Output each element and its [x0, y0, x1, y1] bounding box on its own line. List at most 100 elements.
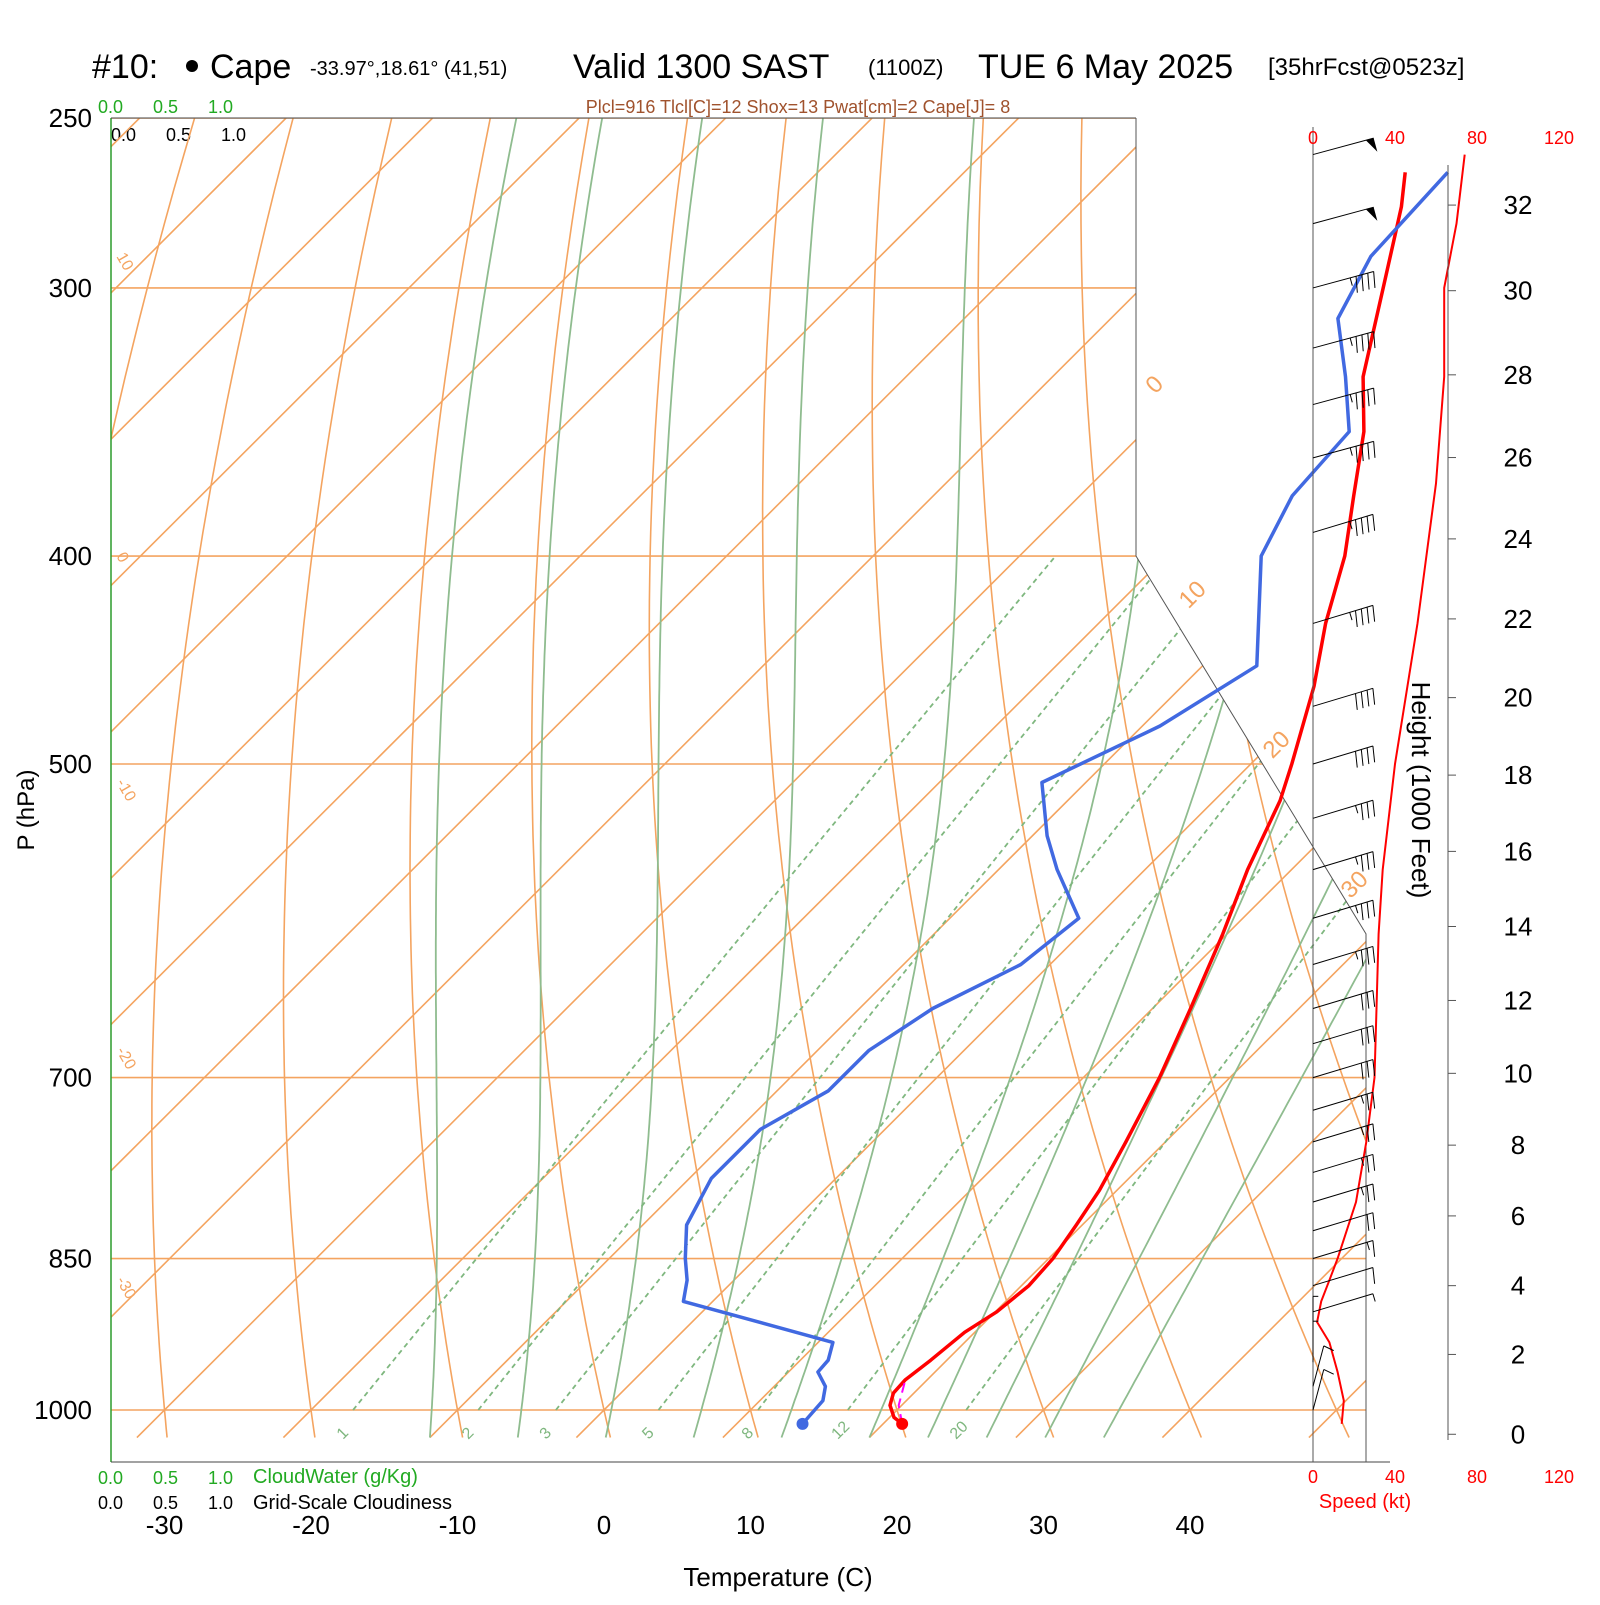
mixing-ratio-label-2: 2 — [459, 1424, 477, 1442]
wind-barb — [1312, 899, 1376, 921]
height-tick-18: 18 — [1504, 760, 1533, 790]
wind-barb — [1312, 1183, 1376, 1203]
x-tick-20: 20 — [883, 1510, 912, 1540]
p-tick-850: 850 — [49, 1244, 92, 1274]
wind-barb — [1312, 1059, 1376, 1080]
height-tick-32: 32 — [1504, 190, 1533, 220]
speed-tick-top-120: 120 — [1544, 128, 1574, 148]
mixing-ratio-line-2 — [477, 555, 1170, 1411]
mixing-ratio-label-3: 3 — [537, 1424, 555, 1442]
dry-adiabat-20 — [761, 118, 907, 1438]
dry-adiabat-50 — [1080, 118, 1350, 1438]
wind-barb — [1312, 1293, 1376, 1313]
dewpoint-surface-point — [796, 1417, 809, 1430]
moist-adiabat-36 — [1103, 118, 1366, 1438]
x-axis-label: Temperature (C) — [683, 1562, 872, 1592]
p-tick-1000: 1000 — [34, 1395, 92, 1425]
moist-adiabat-24 — [927, 118, 1323, 1438]
isotherm--60 — [111, 118, 1020, 1439]
wind-barb — [1312, 1320, 1319, 1363]
dry-adiabat--10 — [409, 118, 492, 1438]
mixing-ratio-line-3 — [555, 555, 1241, 1411]
forecast-info: [35hrFcst@0523z] — [1268, 54, 1464, 81]
isotherm-label-0: 0 — [113, 550, 132, 566]
p-tick-300: 300 — [49, 273, 92, 303]
isotherm-right-label-20: 20 — [1258, 726, 1296, 764]
wind-barb — [1312, 1123, 1376, 1143]
dry-adiabat-90 — [1476, 118, 1600, 1438]
dry-adiabat-70 — [1278, 118, 1366, 1438]
valid-zulu: (1100Z) — [868, 55, 943, 80]
isotherm-40 — [1161, 118, 1366, 1439]
parcel-line — [897, 1379, 907, 1425]
cw-scale-bottom-0: 0.0 — [98, 1468, 123, 1488]
x-tick-10: 10 — [736, 1510, 765, 1540]
p-tick-400: 400 — [49, 541, 92, 571]
height-tick-4: 4 — [1511, 1271, 1525, 1301]
dry-adiabat-40 — [977, 118, 1203, 1438]
mixing-ratio-line-8 — [757, 555, 1366, 1411]
moist-adiabat--10 — [429, 118, 518, 1438]
dry-adiabats — [111, 118, 1600, 1438]
mixing-ratio-line-1 — [352, 555, 1057, 1411]
wind-barb — [1312, 1345, 1334, 1387]
isotherm-10 — [722, 118, 1366, 1439]
mixing-ratio-label-1: 1 — [334, 1424, 352, 1442]
moist-adiabat-28 — [985, 118, 1366, 1438]
isotherm--80 — [111, 118, 727, 1439]
sounding-profiles — [681, 171, 1449, 1430]
isotherm--20 — [282, 118, 1366, 1439]
wind-barb — [1312, 604, 1376, 628]
isotherm-right-label-0: 0 — [1140, 370, 1169, 399]
mixing-ratio-label-5: 5 — [639, 1424, 657, 1442]
speed-tick-bottom-80: 80 — [1467, 1467, 1487, 1487]
valid-time: Valid 1300 SAST — [573, 48, 829, 86]
speed-tick-top-0: 0 — [1308, 128, 1318, 148]
y-axis-label: P (hPa) — [13, 770, 40, 851]
x-tick--20: -20 — [292, 1510, 330, 1540]
cw-scale-bottom-2: 1.0 — [208, 1468, 233, 1488]
temperature-surface-point — [896, 1417, 909, 1430]
isotherm-label--30: -30 — [113, 1274, 139, 1303]
isotherm-30 — [1015, 118, 1366, 1439]
run-id: #10: — [92, 48, 158, 86]
cloudiness-label: Grid-Scale Cloudiness — [253, 1492, 452, 1514]
height-tick-2: 2 — [1511, 1339, 1525, 1369]
height-tick-8: 8 — [1511, 1130, 1525, 1160]
isobars — [111, 118, 1366, 1411]
wind-barb — [1312, 1153, 1376, 1173]
isotherms — [111, 118, 1366, 1439]
isotherm--70 — [111, 118, 873, 1439]
isotherm--110 — [111, 118, 287, 1439]
wind-barb — [1312, 137, 1378, 156]
cloudwater-label: CloudWater (g/Kg) — [253, 1466, 418, 1488]
isotherm-label-10: 10 — [113, 250, 137, 274]
mixing-ratio-label-12: 12 — [829, 1418, 854, 1443]
isotherm-0 — [575, 118, 1366, 1439]
height-tick-26: 26 — [1504, 443, 1533, 473]
wind-barb — [1312, 851, 1376, 872]
wind-barb — [1312, 1369, 1334, 1411]
speed-tick-bottom-120: 120 — [1544, 1467, 1574, 1487]
cloudiness-scale-bottom-2: 1.0 — [208, 1493, 233, 1513]
height-tick-0: 0 — [1511, 1419, 1525, 1449]
isotherm--40 — [111, 118, 1313, 1439]
isotherm--90 — [111, 118, 580, 1439]
p-tick-700: 700 — [49, 1063, 92, 1093]
height-tick-10: 10 — [1504, 1058, 1533, 1088]
right-frame — [1135, 118, 1367, 1462]
x-tick-0: 0 — [597, 1510, 611, 1540]
dewpoint-line — [681, 171, 1449, 1426]
dry-adiabat-0 — [530, 118, 612, 1438]
cw-scale-top-1: 0.5 — [153, 97, 178, 117]
height-tick-16: 16 — [1504, 836, 1533, 866]
height-tick-14: 14 — [1504, 911, 1533, 941]
cloudiness-scale-top-1: 0.5 — [166, 125, 191, 145]
cw-scale-top-2: 1.0 — [208, 97, 233, 117]
moist-adiabat-8 — [692, 118, 824, 1438]
speed-tick-top-40: 40 — [1385, 128, 1405, 148]
